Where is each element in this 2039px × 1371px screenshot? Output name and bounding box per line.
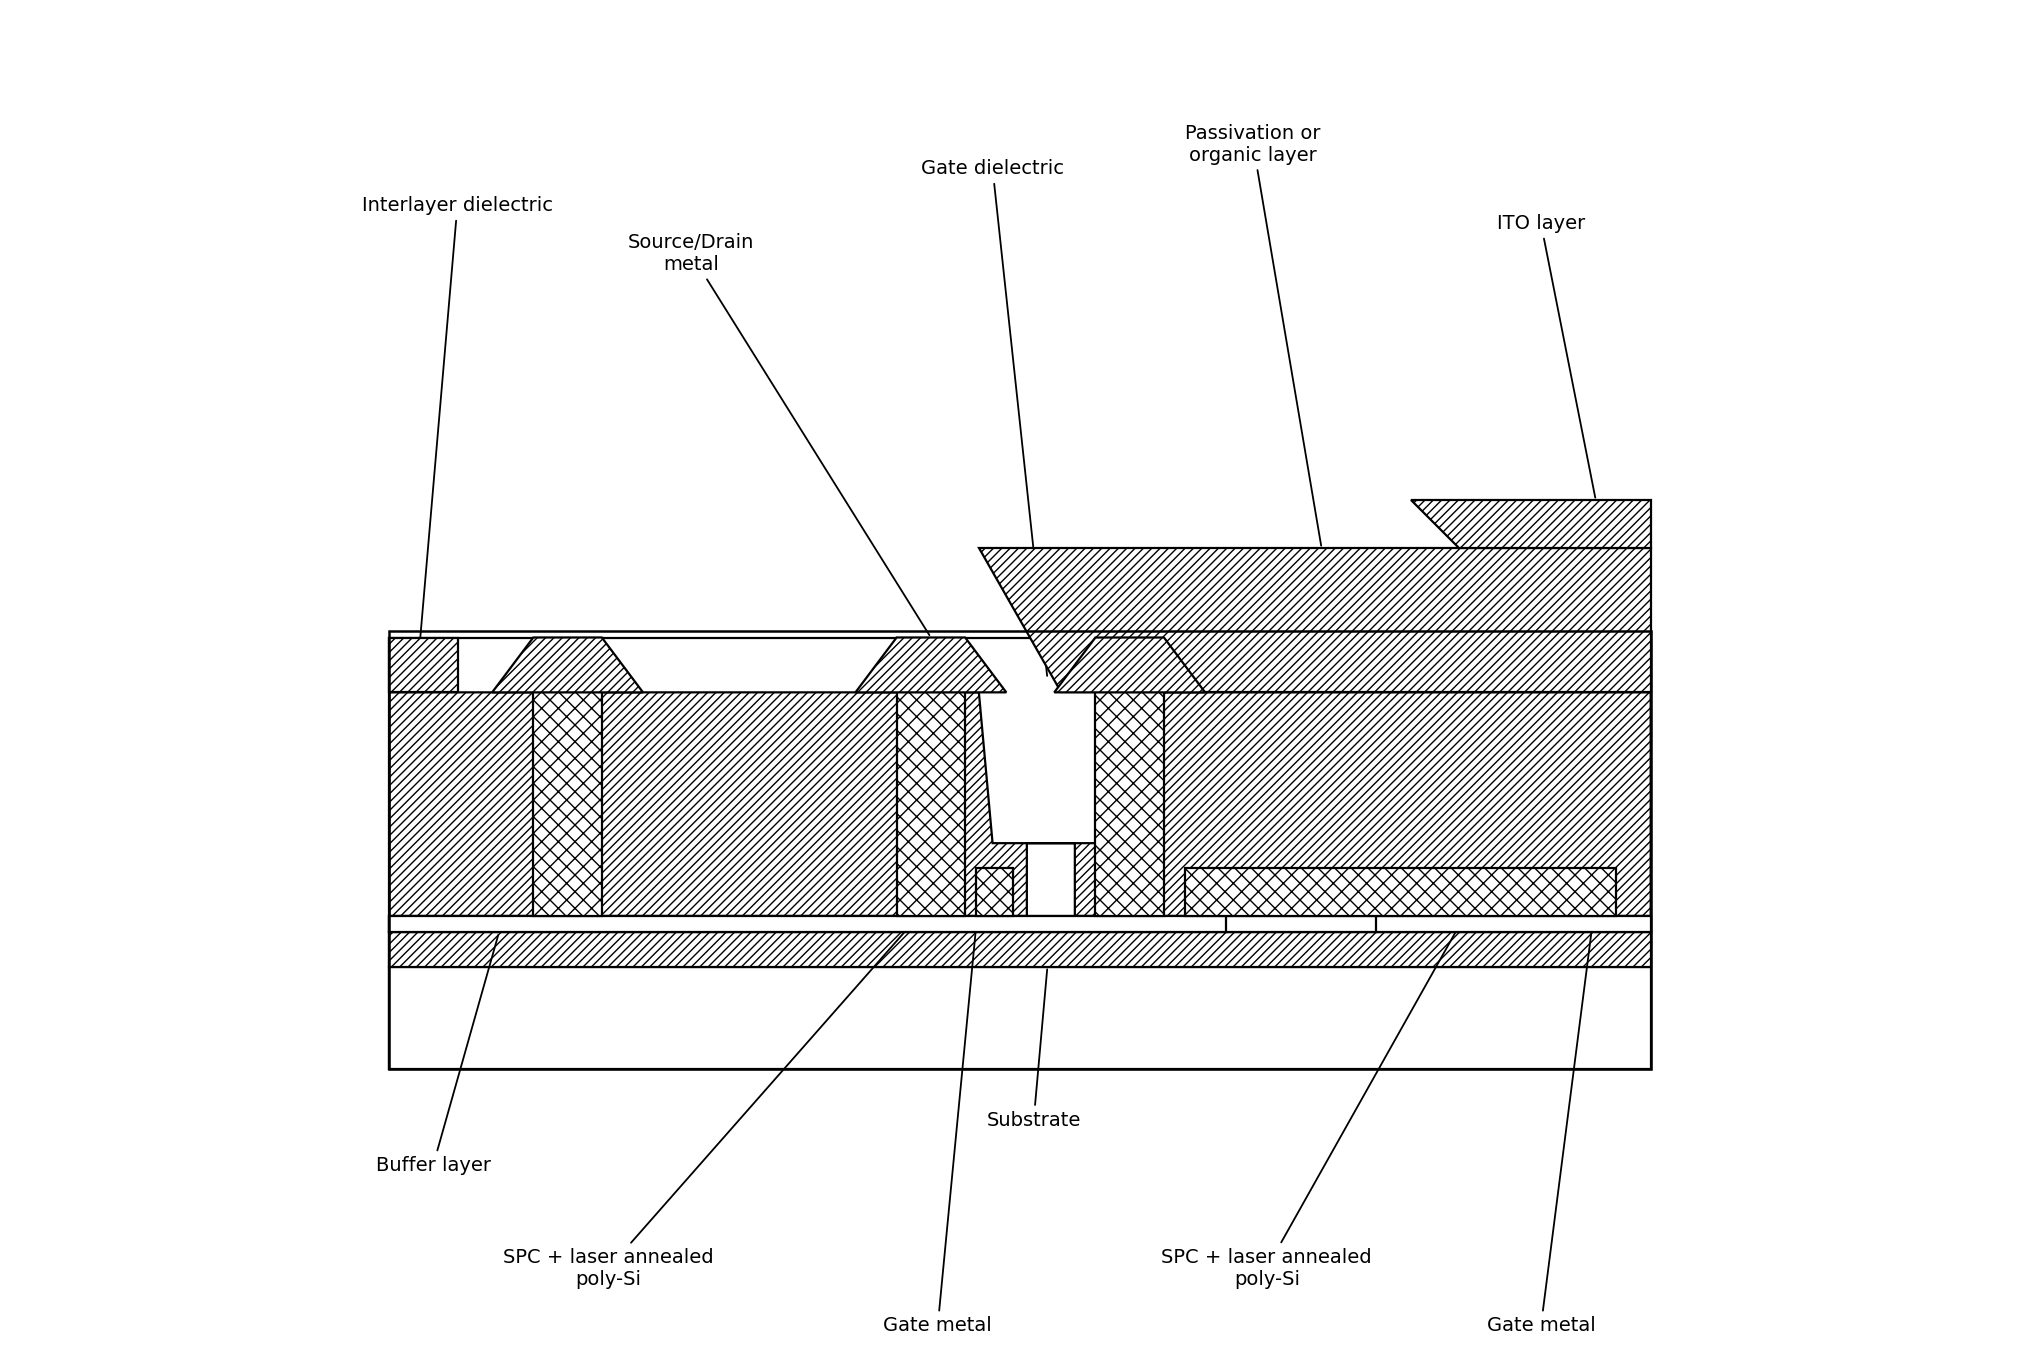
Polygon shape — [491, 638, 642, 692]
Polygon shape — [697, 898, 848, 932]
Bar — [389, 638, 1650, 1069]
Polygon shape — [979, 548, 1650, 692]
Polygon shape — [897, 692, 964, 916]
Text: Gate metal: Gate metal — [883, 901, 991, 1335]
Polygon shape — [1411, 500, 1650, 548]
Polygon shape — [389, 638, 457, 692]
Text: Gate metal: Gate metal — [1486, 901, 1594, 1335]
Polygon shape — [389, 692, 1650, 916]
Bar — [389, 967, 1650, 1069]
Text: Interlayer dielectric: Interlayer dielectric — [361, 196, 553, 676]
Text: Passivation or
organic layer: Passivation or organic layer — [1185, 123, 1321, 546]
Polygon shape — [1185, 868, 1615, 916]
Text: Buffer layer: Buffer layer — [375, 935, 498, 1175]
Polygon shape — [389, 882, 1650, 932]
Polygon shape — [389, 932, 1650, 967]
Polygon shape — [1095, 692, 1164, 916]
Text: Source/Drain
metal: Source/Drain metal — [628, 233, 930, 635]
Text: SPC + laser annealed
poly-Si: SPC + laser annealed poly-Si — [1160, 905, 1470, 1289]
Text: Substrate: Substrate — [987, 969, 1081, 1130]
Text: ITO layer: ITO layer — [1497, 214, 1594, 498]
Text: SPC + laser annealed
poly-Si: SPC + laser annealed poly-Si — [504, 905, 928, 1289]
Bar — [389, 631, 1650, 1069]
Text: Gate dielectric: Gate dielectric — [922, 159, 1064, 676]
Polygon shape — [854, 638, 1005, 692]
Polygon shape — [975, 868, 1013, 916]
Polygon shape — [1225, 898, 1376, 932]
Polygon shape — [389, 882, 1650, 932]
Polygon shape — [1054, 638, 1205, 692]
Polygon shape — [532, 692, 602, 916]
